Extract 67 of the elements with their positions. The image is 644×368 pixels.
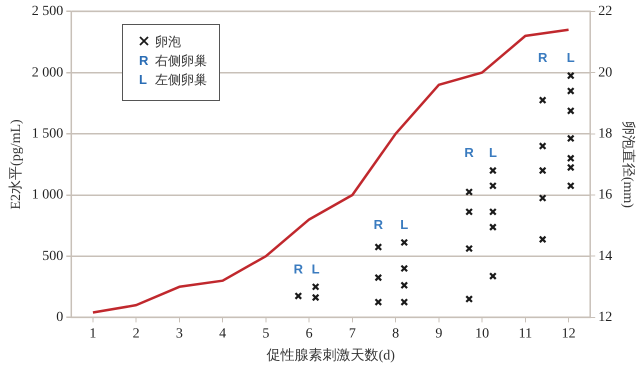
y-tick-label: 1 000 [32, 188, 64, 203]
y2-tick-label: 20 [598, 65, 612, 80]
point [488, 182, 497, 190]
y2-tick-label: 22 [598, 4, 612, 20]
x-tick-label: 4 [219, 326, 226, 342]
y-tick-label: 1 500 [32, 126, 64, 142]
point [465, 244, 474, 252]
point [538, 166, 547, 174]
point [465, 295, 474, 303]
point [374, 298, 382, 306]
point [294, 292, 302, 300]
y-tick-label: 2 000 [32, 65, 64, 80]
point [538, 194, 547, 202]
x-tick-label: 3 [176, 326, 183, 342]
y-axis-title: E2水平(pg/mL) [8, 118, 24, 210]
x-tick-label: 6 [306, 326, 313, 342]
annotation: R [464, 145, 474, 160]
point [374, 243, 382, 251]
point [488, 223, 497, 232]
point [566, 134, 575, 142]
point [400, 298, 408, 306]
point [538, 96, 547, 104]
point [538, 142, 547, 150]
y2-tick-label: 12 [598, 310, 612, 326]
x-axis-title: 促性腺素刺激天数(d) [266, 347, 396, 364]
y-tick-label: 0 [56, 310, 64, 326]
point [374, 274, 382, 282]
point [312, 282, 320, 291]
annotation: R [374, 217, 384, 232]
x-tick-label: 1 [89, 326, 96, 342]
annotation: L [488, 145, 497, 160]
point [488, 208, 497, 216]
point [465, 188, 474, 196]
point [400, 264, 408, 272]
point [465, 208, 474, 216]
annotation: L [566, 50, 575, 66]
annotation: R [294, 261, 304, 276]
x-tick-label: 10 [475, 326, 490, 342]
point [488, 166, 497, 174]
annotation: L [312, 261, 320, 276]
annotation: R 右侧卵巢 [139, 52, 207, 71]
x-tick-label: 9 [435, 326, 442, 342]
annotation: L [400, 217, 408, 232]
point [566, 106, 575, 115]
point [566, 72, 575, 80]
y-tick-label: 500 [42, 248, 64, 264]
point [566, 87, 575, 95]
legend-label: 卵泡 [154, 34, 182, 52]
y2-tick-label: 14 [598, 248, 612, 264]
point [566, 182, 575, 190]
x-tick-label: 11 [518, 326, 532, 342]
point [400, 238, 408, 246]
x-tick-label: 2 [132, 326, 140, 342]
y2-tick-label: 18 [598, 126, 612, 142]
x-tick-label: 12 [562, 326, 576, 342]
x-tick-label: 7 [348, 326, 356, 342]
point [538, 235, 547, 244]
y-tick-label: 2 500 [32, 4, 64, 20]
point [312, 294, 320, 302]
annotation: R [538, 50, 548, 66]
x-tick-label: 8 [392, 326, 400, 342]
point [488, 272, 497, 280]
y2-tick-label: 16 [598, 188, 612, 203]
x-tick-label: 5 [262, 326, 270, 342]
point [400, 281, 408, 290]
annotation: L 左侧卵巢 [139, 71, 207, 90]
y2-axis-title: 卵泡直径(mm) [620, 120, 636, 208]
